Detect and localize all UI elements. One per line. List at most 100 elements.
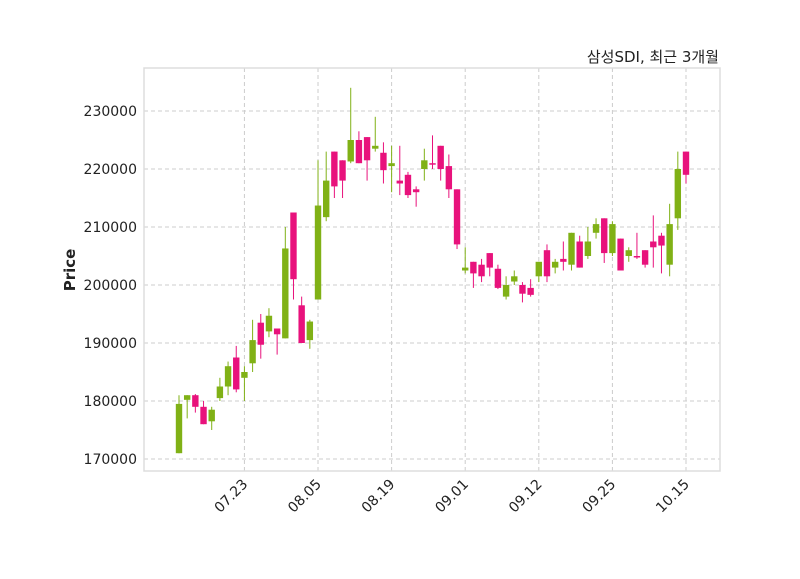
grid — [144, 68, 720, 471]
candle — [421, 148, 428, 181]
candle — [666, 203, 673, 277]
plot-frame — [143, 67, 721, 472]
x-tick-label: 10.15 — [653, 477, 693, 517]
candles — [175, 87, 690, 454]
candle-body — [511, 276, 518, 282]
candle-body — [396, 180, 403, 184]
candle-body — [650, 241, 657, 248]
candle — [486, 253, 493, 277]
candle-body — [257, 322, 264, 345]
candle-body — [175, 403, 183, 454]
candle — [412, 186, 420, 207]
candle-body — [306, 321, 314, 341]
candle — [306, 319, 314, 349]
candle — [682, 151, 690, 184]
candle — [568, 232, 575, 271]
candle — [355, 131, 363, 164]
candle-body — [183, 395, 191, 400]
candle — [208, 406, 215, 430]
candle-body — [641, 250, 649, 265]
candle — [511, 270, 518, 285]
candle-body — [584, 241, 592, 256]
candle-body — [421, 160, 428, 169]
candle — [527, 279, 534, 297]
candle-body — [404, 174, 412, 196]
candle-body — [388, 163, 395, 167]
candle-body — [347, 140, 354, 162]
candle-body — [470, 261, 477, 274]
candle-body — [592, 224, 600, 233]
candle — [633, 232, 641, 259]
candle-body — [494, 268, 502, 288]
candle — [388, 145, 395, 193]
candle — [192, 394, 199, 413]
candle — [175, 395, 183, 454]
candle — [298, 296, 305, 343]
candle-body — [551, 261, 559, 268]
candle — [658, 232, 665, 274]
candle — [257, 314, 264, 359]
candle-body — [625, 250, 632, 256]
y-axis-label: Price — [61, 249, 79, 292]
candle — [551, 258, 559, 274]
candle — [363, 137, 371, 181]
candle — [609, 221, 616, 256]
candle-body — [502, 285, 510, 297]
candle-body — [462, 267, 469, 271]
y-tick-label: 170000 — [84, 452, 137, 468]
candle — [183, 395, 191, 419]
candle — [601, 218, 608, 263]
candle-body — [682, 151, 690, 175]
candle-body — [363, 137, 371, 161]
candle — [282, 227, 289, 339]
candle-body — [486, 253, 493, 268]
candle — [453, 189, 461, 250]
x-tick-labels: 07.23 08.05 08.19 09.01 09.12 09.25 10.15 — [212, 477, 693, 517]
candle-body — [372, 145, 379, 149]
candle — [625, 247, 632, 262]
y-tick-label: 200000 — [84, 278, 137, 294]
chart-title: 삼성SDI, 최근 3개월 — [587, 48, 719, 66]
candle — [314, 160, 322, 300]
candle-body — [560, 258, 567, 262]
candle-body — [200, 406, 207, 425]
x-tick-label: 07.23 — [212, 477, 252, 517]
candle — [265, 308, 273, 338]
candle — [641, 250, 649, 268]
candle — [470, 261, 477, 288]
candle-body — [453, 189, 461, 245]
candle — [322, 151, 330, 222]
candle — [650, 215, 657, 268]
y-tick-label: 230000 — [84, 104, 137, 120]
candle — [535, 261, 543, 283]
candle-body — [658, 235, 665, 246]
candle — [462, 247, 469, 274]
candle — [331, 151, 338, 198]
candle-body — [445, 166, 453, 190]
candle — [216, 377, 224, 401]
y-tick-label: 180000 — [84, 394, 137, 410]
candle — [437, 145, 444, 181]
candle-body — [609, 224, 616, 254]
y-tick-label: 220000 — [84, 162, 137, 178]
candle-body — [273, 328, 281, 335]
candle-body — [241, 372, 248, 378]
candle-body — [216, 386, 224, 399]
candle — [404, 171, 412, 198]
candle — [372, 116, 379, 152]
candle-body — [519, 285, 526, 294]
candle-body — [298, 305, 305, 343]
x-tick-label: 09.01 — [432, 477, 472, 517]
candle-body — [412, 189, 420, 193]
candle-body — [633, 256, 641, 258]
candle — [674, 151, 682, 230]
x-tick-label: 08.19 — [359, 477, 399, 517]
candle-body — [543, 250, 551, 277]
candle — [200, 401, 207, 425]
candle — [396, 145, 403, 196]
candle-body — [290, 212, 297, 280]
candle-body — [478, 264, 485, 277]
candle — [290, 212, 297, 300]
candle — [445, 154, 453, 198]
candle-body — [192, 395, 199, 407]
